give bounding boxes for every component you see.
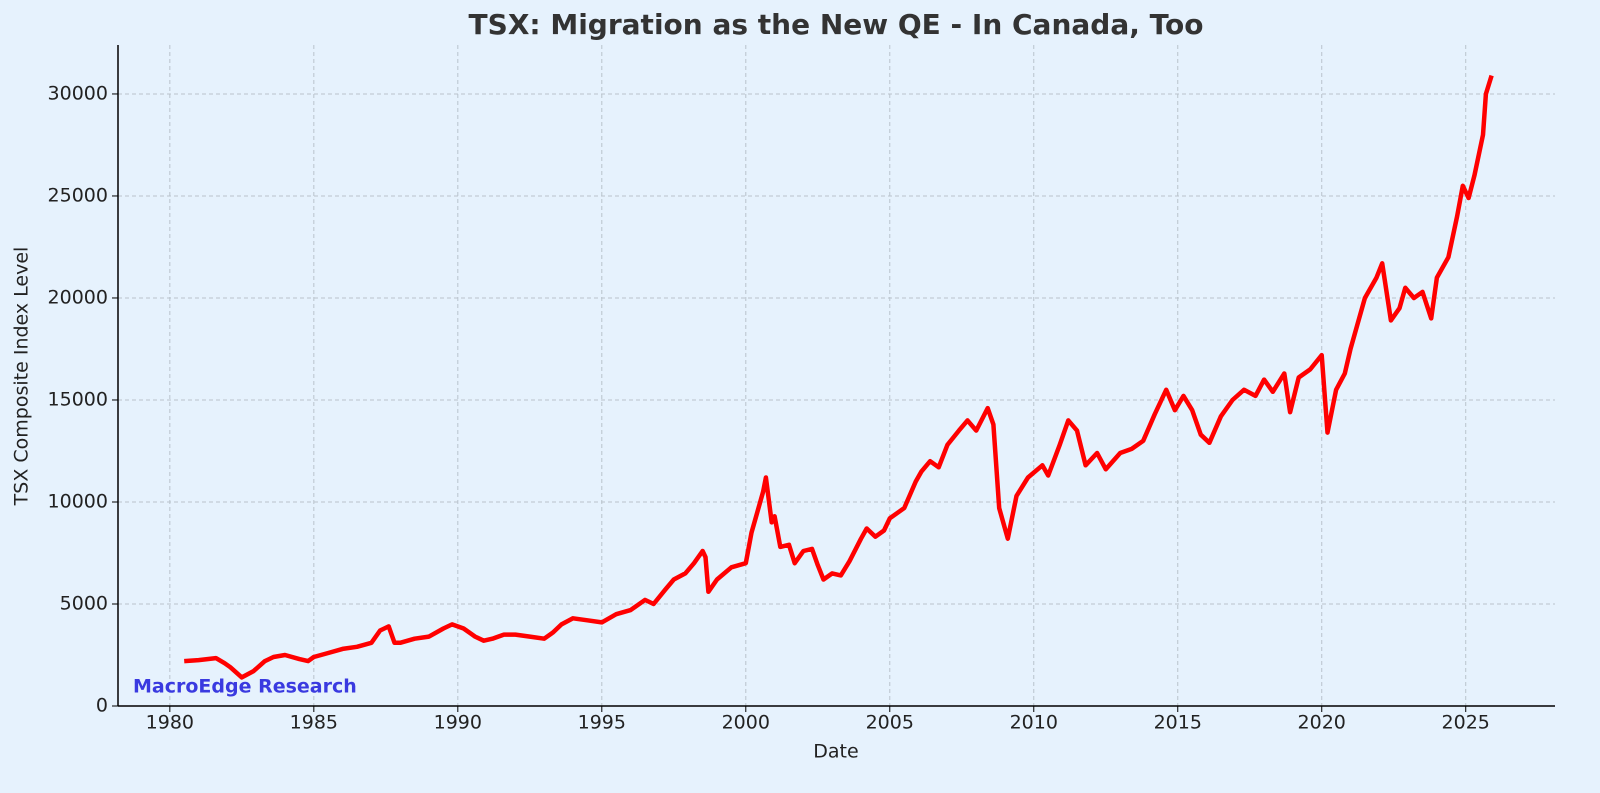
plot	[184, 74, 1494, 680]
x-axis-label: Date	[813, 741, 858, 763]
y-tick-label: 15000	[48, 388, 108, 410]
y-tick-label: 20000	[48, 286, 108, 308]
y-tick-label: 30000	[48, 82, 108, 104]
chart-title: TSX: Migration as the New QE - In Canada…	[469, 8, 1204, 41]
x-tick-label: 1990	[434, 712, 482, 734]
y-axis-label: TSX Composite Index Level	[11, 247, 33, 507]
x-tick-label: 2010	[1010, 712, 1058, 734]
y-tick-label: 10000	[48, 490, 108, 512]
x-tick-label: 1985	[290, 712, 338, 734]
x-tick-label: 2005	[866, 712, 914, 734]
x-tick-label: 2025	[1442, 712, 1490, 734]
x-tick-label: 1980	[146, 712, 194, 734]
y-tick-label: 5000	[60, 592, 108, 614]
x-tick-label: 2020	[1298, 712, 1346, 734]
x-tick-label: 2000	[722, 712, 770, 734]
line	[184, 74, 1494, 680]
x-tick-label: 2015	[1154, 712, 1202, 734]
y-tick-label: 0	[96, 695, 108, 717]
y-tick-label: 25000	[48, 184, 108, 206]
x-tick-label: 1995	[578, 712, 626, 734]
watermark: MacroEdge Research	[133, 676, 357, 698]
